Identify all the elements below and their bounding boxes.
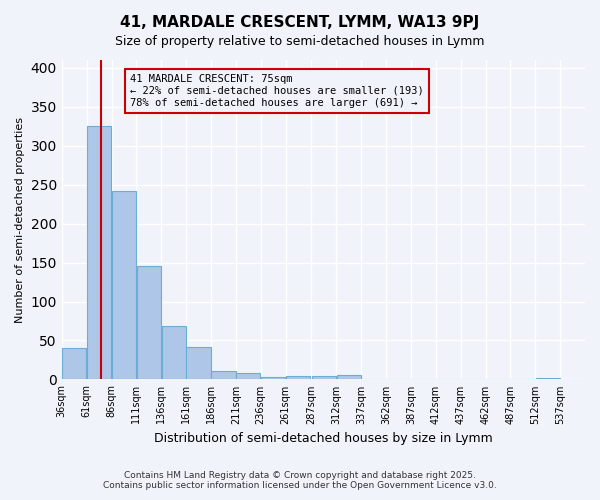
Bar xyxy=(161,326,186,380)
Bar xyxy=(187,346,211,380)
Bar xyxy=(312,376,336,380)
Y-axis label: Number of semi-detached properties: Number of semi-detached properties xyxy=(15,116,25,322)
Bar xyxy=(236,373,260,380)
Text: 41 MARDALE CRESCENT: 75sqm
← 22% of semi-detached houses are smaller (193)
78% o: 41 MARDALE CRESCENT: 75sqm ← 22% of semi… xyxy=(130,74,424,108)
Bar xyxy=(261,377,286,380)
Bar xyxy=(137,266,161,380)
Bar xyxy=(536,378,560,380)
Bar xyxy=(386,378,410,380)
Bar xyxy=(337,375,361,380)
Bar xyxy=(112,191,136,380)
Bar xyxy=(62,348,86,380)
Text: Contains HM Land Registry data © Crown copyright and database right 2025.
Contai: Contains HM Land Registry data © Crown c… xyxy=(103,470,497,490)
Text: 41, MARDALE CRESCENT, LYMM, WA13 9PJ: 41, MARDALE CRESCENT, LYMM, WA13 9PJ xyxy=(121,15,479,30)
Bar xyxy=(286,376,310,380)
Bar xyxy=(87,126,111,380)
Bar xyxy=(211,371,236,380)
X-axis label: Distribution of semi-detached houses by size in Lymm: Distribution of semi-detached houses by … xyxy=(154,432,493,445)
Text: Size of property relative to semi-detached houses in Lymm: Size of property relative to semi-detach… xyxy=(115,35,485,48)
